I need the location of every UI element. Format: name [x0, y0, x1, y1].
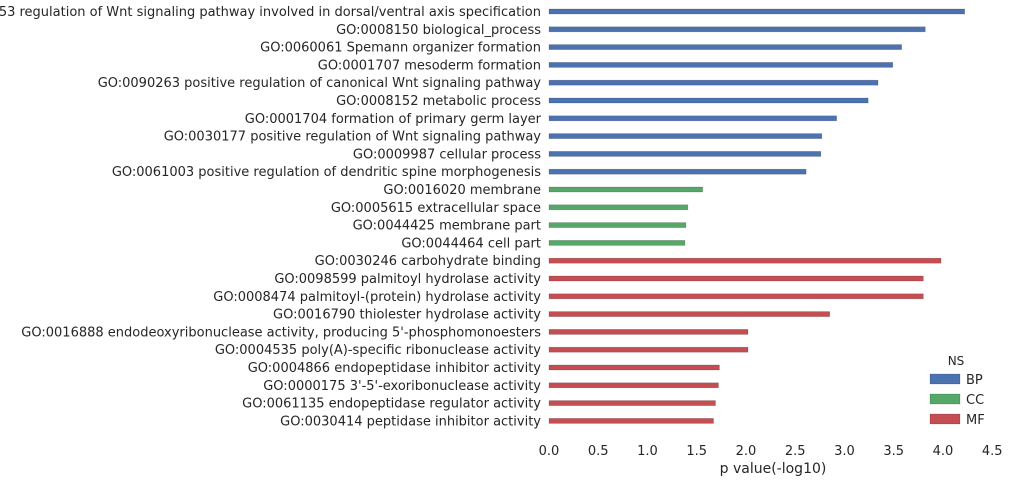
- category-label: GO:0030414 peptidase inhibitor activity: [280, 414, 541, 429]
- bar-mf: [548, 364, 720, 371]
- bar-mf: [548, 400, 716, 406]
- bar-bp: [548, 79, 879, 86]
- category-label: GO:2000053 regulation of Wnt signaling p…: [0, 5, 541, 20]
- bar-bp: [548, 115, 837, 122]
- bar-mf: [548, 275, 924, 282]
- bar-mf: [548, 257, 942, 264]
- bar-cc: [548, 186, 703, 193]
- legend-swatch-bp: [929, 373, 961, 385]
- category-label: GO:0005615 extracellular space: [331, 201, 541, 216]
- legend-label: BP: [966, 373, 983, 388]
- bar-mf: [548, 346, 749, 353]
- legend-label: CC: [966, 393, 984, 408]
- legend-swatch-mf: [929, 413, 961, 425]
- bar-mf: [548, 382, 719, 389]
- legend: NS BP CC MF: [929, 354, 985, 428]
- category-label: GO:0090263 positive regulation of canoni…: [98, 76, 542, 91]
- category-label: GO:0008474 palmitoyl-(protein) hydrolase…: [213, 290, 541, 305]
- bar-bp: [548, 26, 926, 33]
- bar-bp: [548, 62, 894, 68]
- legend-title: NS: [948, 354, 965, 368]
- category-label: GO:0061135 endopeptidase regulator activ…: [242, 397, 541, 412]
- bar-bp: [548, 168, 807, 175]
- x-tick-label: 4.0: [933, 444, 954, 459]
- category-label: GO:0004866 endopeptidase inhibitor activ…: [248, 361, 542, 376]
- category-label: GO:0030246 carbohydrate binding: [315, 254, 541, 269]
- x-tick-label: 0.5: [588, 444, 609, 459]
- x-tick-label: 3.5: [883, 444, 904, 459]
- category-labels: GO:2000053 regulation of Wnt signaling p…: [0, 5, 542, 429]
- bar-mf: [548, 418, 714, 424]
- legend-label: MF: [966, 413, 985, 428]
- x-tick-label: 4.5: [982, 444, 1003, 459]
- bar-bp: [548, 44, 902, 50]
- legend-swatch-cc: [929, 393, 961, 405]
- bars-layer: [548, 8, 965, 424]
- x-tick-label: 1.5: [686, 444, 707, 459]
- x-axis-ticks: 0.0 0.5 1.0 1.5 2.0 2.5 3.0 3.5 4.0 4.5: [539, 444, 1003, 459]
- bar-bp: [548, 8, 965, 15]
- category-label: GO:0016888 endodeoxyribonuclease activit…: [21, 325, 541, 340]
- bar-cc: [548, 204, 689, 211]
- category-label: GO:0000175 3'-5'-exoribonuclease activit…: [263, 379, 541, 394]
- category-label: GO:0060061 Spemann organizer formation: [260, 41, 541, 56]
- bar-cc: [548, 240, 686, 246]
- category-label: GO:0004535 poly(A)-specific ribonuclease…: [215, 343, 541, 358]
- category-label: GO:0001707 mesoderm formation: [318, 58, 541, 73]
- bar-bp: [548, 97, 869, 104]
- bar-bp: [548, 151, 822, 157]
- x-tick-label: 2.5: [785, 444, 806, 459]
- category-label: GO:0016790 thiolester hydrolase activity: [273, 308, 541, 323]
- bar-bp: [548, 133, 823, 139]
- x-tick-label: 3.0: [834, 444, 855, 459]
- bar-mf: [548, 293, 924, 300]
- x-axis-title: p value(-log10): [720, 461, 827, 477]
- bar-cc: [548, 222, 687, 228]
- category-label: GO:0044425 membrane part: [353, 219, 541, 234]
- category-label: GO:0009987 cellular process: [353, 147, 541, 162]
- category-label: GO:0030177 positive regulation of Wnt si…: [164, 130, 542, 145]
- bar-mf: [548, 329, 749, 335]
- x-tick-label: 1.0: [637, 444, 658, 459]
- category-label: GO:0016020 membrane: [383, 183, 541, 198]
- category-label: GO:0008150 biological_process: [336, 23, 541, 38]
- category-label: GO:0008152 metabolic process: [336, 94, 541, 109]
- category-label: GO:0098599 palmitoyl hydrolase activity: [274, 272, 541, 287]
- x-tick-label: 0.0: [539, 444, 560, 459]
- category-label: GO:0061003 positive regulation of dendri…: [112, 165, 541, 180]
- category-label: GO:0044464 cell part: [401, 236, 541, 251]
- category-label: GO:0001704 formation of primary germ lay…: [245, 112, 542, 127]
- x-tick-label: 2.0: [736, 444, 757, 459]
- bar-mf: [548, 311, 831, 317]
